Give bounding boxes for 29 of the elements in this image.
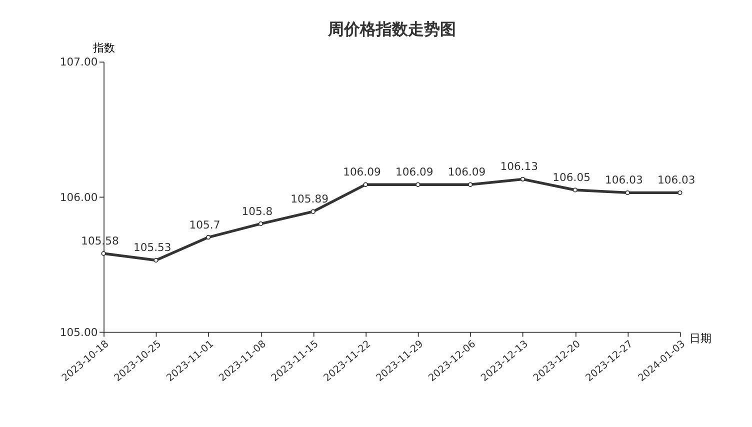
point — [310, 209, 316, 214]
point — [520, 176, 526, 182]
data-label: 106.03 — [605, 174, 643, 187]
point — [206, 234, 211, 240]
data-label: 106.09 — [343, 166, 381, 179]
y-axis-title: 指数 — [92, 41, 116, 54]
point — [154, 258, 158, 263]
y-tick-label: 106.00 — [60, 190, 98, 204]
data-label: 106.03 — [657, 174, 696, 187]
chart-title: 周价格指数走势图 — [326, 20, 456, 39]
data-label: 106.09 — [395, 166, 434, 179]
data-label: 106.09 — [448, 166, 486, 179]
point — [258, 221, 264, 226]
data-label: 106.13 — [500, 160, 538, 174]
data-label: 106.05 — [552, 170, 590, 184]
data-label: 105.8 — [242, 204, 273, 218]
y-tick-label: 105.00 — [60, 326, 98, 339]
point — [363, 182, 368, 187]
data-label: 105.7 — [189, 218, 220, 232]
point — [678, 190, 682, 196]
point — [572, 188, 578, 192]
point — [625, 190, 630, 196]
point — [101, 251, 106, 256]
point — [468, 182, 473, 187]
y-tick-label: 107.00 — [60, 56, 98, 69]
data-label: 105.53 — [133, 241, 172, 254]
x-axis-title: 日期 — [689, 332, 712, 346]
data-label: 105.89 — [290, 192, 329, 206]
point — [416, 182, 420, 187]
